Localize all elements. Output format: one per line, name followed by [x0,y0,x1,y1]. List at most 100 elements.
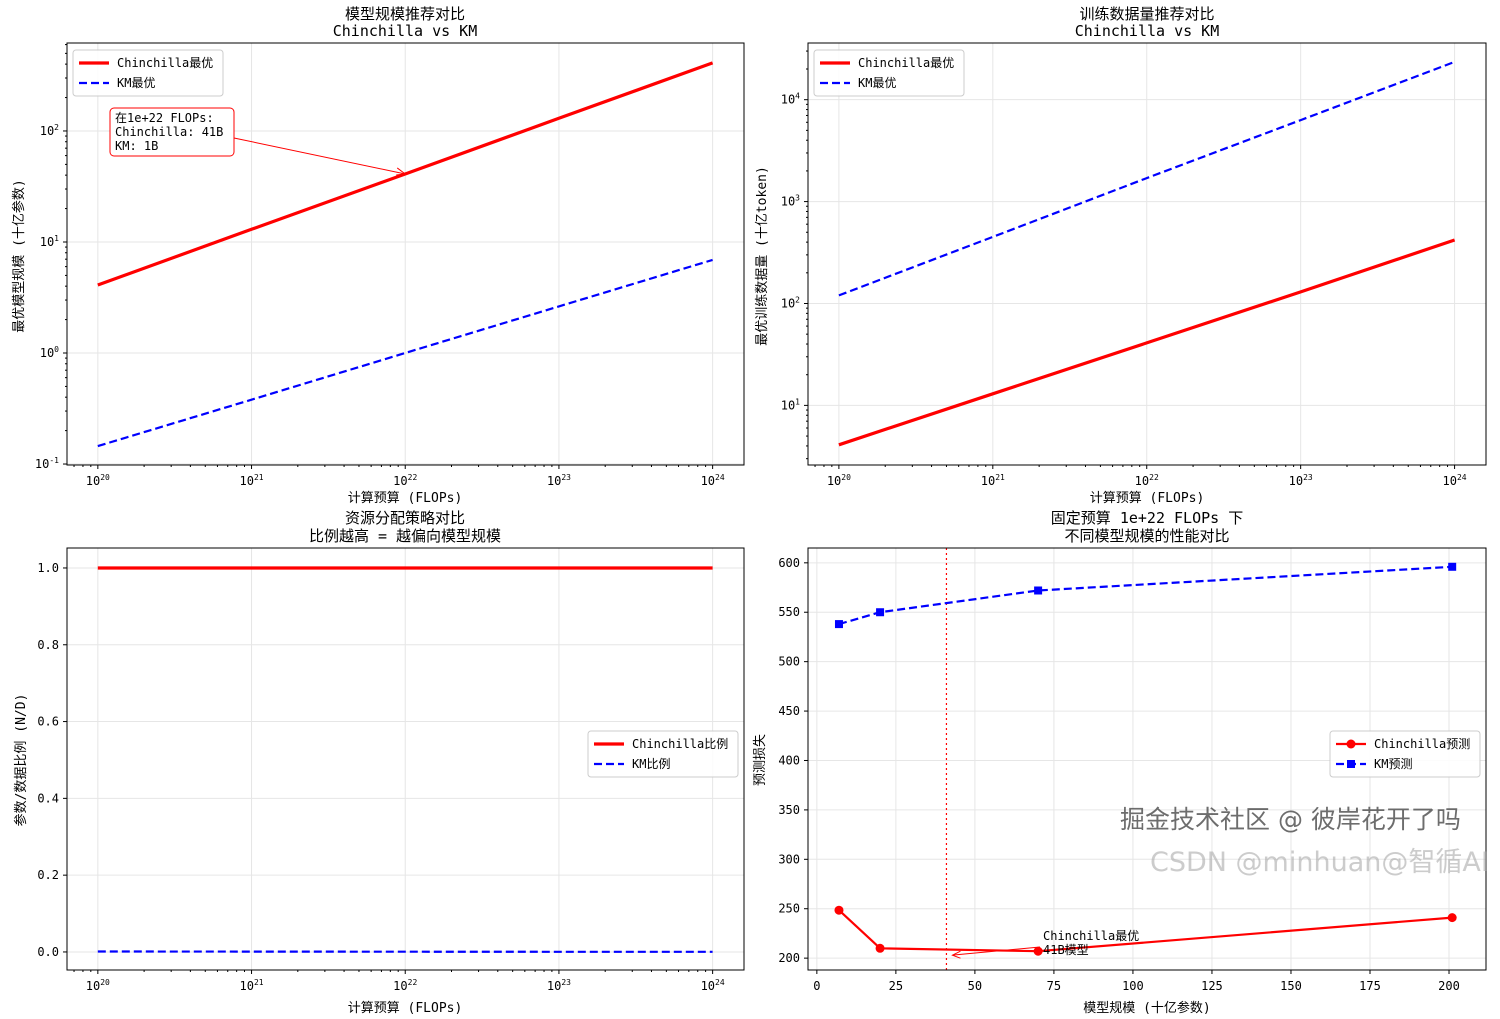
x-tick-label: 1023 [547,473,571,488]
x-tick-exponent: 20 [100,473,110,482]
series-line-1 [97,258,713,448]
plot-frame [66,547,745,971]
chart-title-line2: 不同模型规模的性能对比 [1064,527,1229,545]
x-tick-exponent: 23 [1303,473,1313,482]
legend: Chinchilla预测 KM预测 [1329,730,1481,778]
legend-label: Chinchilla最优 [117,56,213,70]
y-tick-label: 103 [781,194,800,209]
x-tick-label: 1024 [1443,473,1467,488]
y-axis-label: 预测损失 [753,734,768,786]
x-tick-exponent: 21 [995,473,1005,482]
series-line-0 [838,909,1453,953]
annotation-text: 在1e+22 FLOPs: [115,111,214,125]
data-point [876,608,885,617]
x-tick-exponent: 22 [408,978,418,987]
data-point [834,620,843,629]
series-line-0 [838,238,1456,447]
chart-bottom-left: 资源分配策略对比 比例越高 = 越偏向模型规模 计算预算 (FLOPs) 参数/… [13,509,501,1016]
x-tick-label: 1023 [547,978,571,993]
x-tick-label: 50 [968,979,982,993]
data-point [1448,562,1457,571]
annotation-text: 41B模型 [1043,943,1089,957]
data-point [834,905,844,915]
y-axis-label: 最优模型规模 (十亿参数) [11,179,27,332]
x-tick-label: 1021 [239,473,263,488]
x-tick-exponent: 24 [715,978,725,987]
y-tick-label: 0.2 [37,868,59,882]
plot-frame [807,42,1487,466]
x-tick-label: 125 [1201,979,1223,993]
x-tick-label: 1022 [1135,473,1159,488]
x-tick-label: 1020 [827,473,851,488]
chart-title-line2: Chinchilla vs KM [1075,22,1220,40]
y-tick-label: 101 [40,234,59,249]
x-tick-label: 150 [1280,979,1302,993]
y-tick-label: 0.6 [37,715,59,729]
legend: Chinchilla最优 KM最优 [813,49,965,97]
x-tick-label: 1020 [86,473,110,488]
chart-tr-marks: 1020 1021 1022 1023 1024 101 102 103 104 Chinchil… [781,42,1487,488]
legend-box [813,49,965,97]
y-tick-label: 550 [778,605,800,619]
plot-frame [807,547,1487,971]
x-tick-label: 200 [1438,979,1460,993]
chart-title-line2: Chinchilla vs KM [333,22,478,40]
chart-title-line1: 资源分配策略对比 [345,509,465,527]
plot-frame [66,42,745,466]
y-tick-exponent: 2 [795,295,800,304]
y-tick-label: 100 [40,345,59,360]
x-axis-label: 模型规模 (十亿参数) [1083,1000,1210,1016]
x-tick-label: 1024 [701,978,725,993]
y-tick-label: 350 [778,803,800,817]
y-tick-label: 600 [778,556,800,570]
chart-top-left: 模型规模推荐对比 Chinchilla vs KM 计算预算 (FLOPs) 最… [11,5,477,506]
x-tick-label: 1021 [239,978,263,993]
legend-label: KM预测 [1374,757,1412,771]
y-tick-label: 104 [781,92,800,107]
x-tick-label: 25 [889,979,903,993]
y-tick-label: 101 [781,397,800,412]
y-tick-label: 0.8 [37,638,59,652]
legend-label: KM最优 [858,76,896,90]
data-point [1034,586,1043,595]
annotation-text: Chinchilla: 41B [115,125,223,139]
legend-box [1329,730,1481,778]
y-tick-label: 300 [778,852,800,866]
y-tick-label: 102 [781,295,800,310]
y-tick-label: 250 [778,902,800,916]
legend-label: KM最优 [117,76,155,90]
legend: Chinchilla比例 KM比例 [587,730,739,778]
x-tick-label: 175 [1359,979,1381,993]
x-tick-label: 1022 [393,978,417,993]
y-tick-exponent: 1 [795,397,800,406]
x-tick-exponent: 21 [254,978,264,987]
x-tick-exponent: 22 [408,473,418,482]
legend-box [72,49,224,97]
x-tick-label: 0 [813,979,820,993]
y-tick-label: 0.0 [37,945,59,959]
legend-marker [1347,760,1355,768]
x-tick-label: 1023 [1289,473,1313,488]
annotation-arrow [233,137,406,175]
annotation-text: Chinchilla最优 [1043,929,1139,943]
y-tick-exponent: 3 [795,194,800,203]
y-tick-label: 102 [40,123,59,138]
legend-box [587,730,739,778]
y-tick-exponent: 0 [54,345,59,354]
x-tick-exponent: 24 [715,473,725,482]
annotation-arrow [952,946,1041,956]
y-tick-exponent: 2 [54,123,59,132]
chart-title-line1: 训练数据量推荐对比 [1079,5,1214,23]
data-point [875,943,885,953]
chart-bottom-right: 固定预算 1e+22 FLOPs 下 不同模型规模的性能对比 模型规模 (十亿参… [753,509,1243,1016]
legend-label: KM比例 [632,757,670,771]
annotation-box [109,107,235,157]
y-tick-label: 400 [778,753,800,767]
y-tick-label: 1.0 [37,561,59,575]
chart-top-right: 训练数据量推荐对比 Chinchilla vs KM 计算预算 (FLOPs) … [755,5,1219,506]
chart-br-marks: 0 25 50 75 100 125 150 175 200 200 250 300 350 400 450… [778,547,1487,993]
data-point [1447,913,1457,923]
x-axis-label: 计算预算 (FLOPs) [348,1001,463,1016]
y-tick-label: 450 [778,704,800,718]
legend-label: Chinchilla最优 [858,56,954,70]
